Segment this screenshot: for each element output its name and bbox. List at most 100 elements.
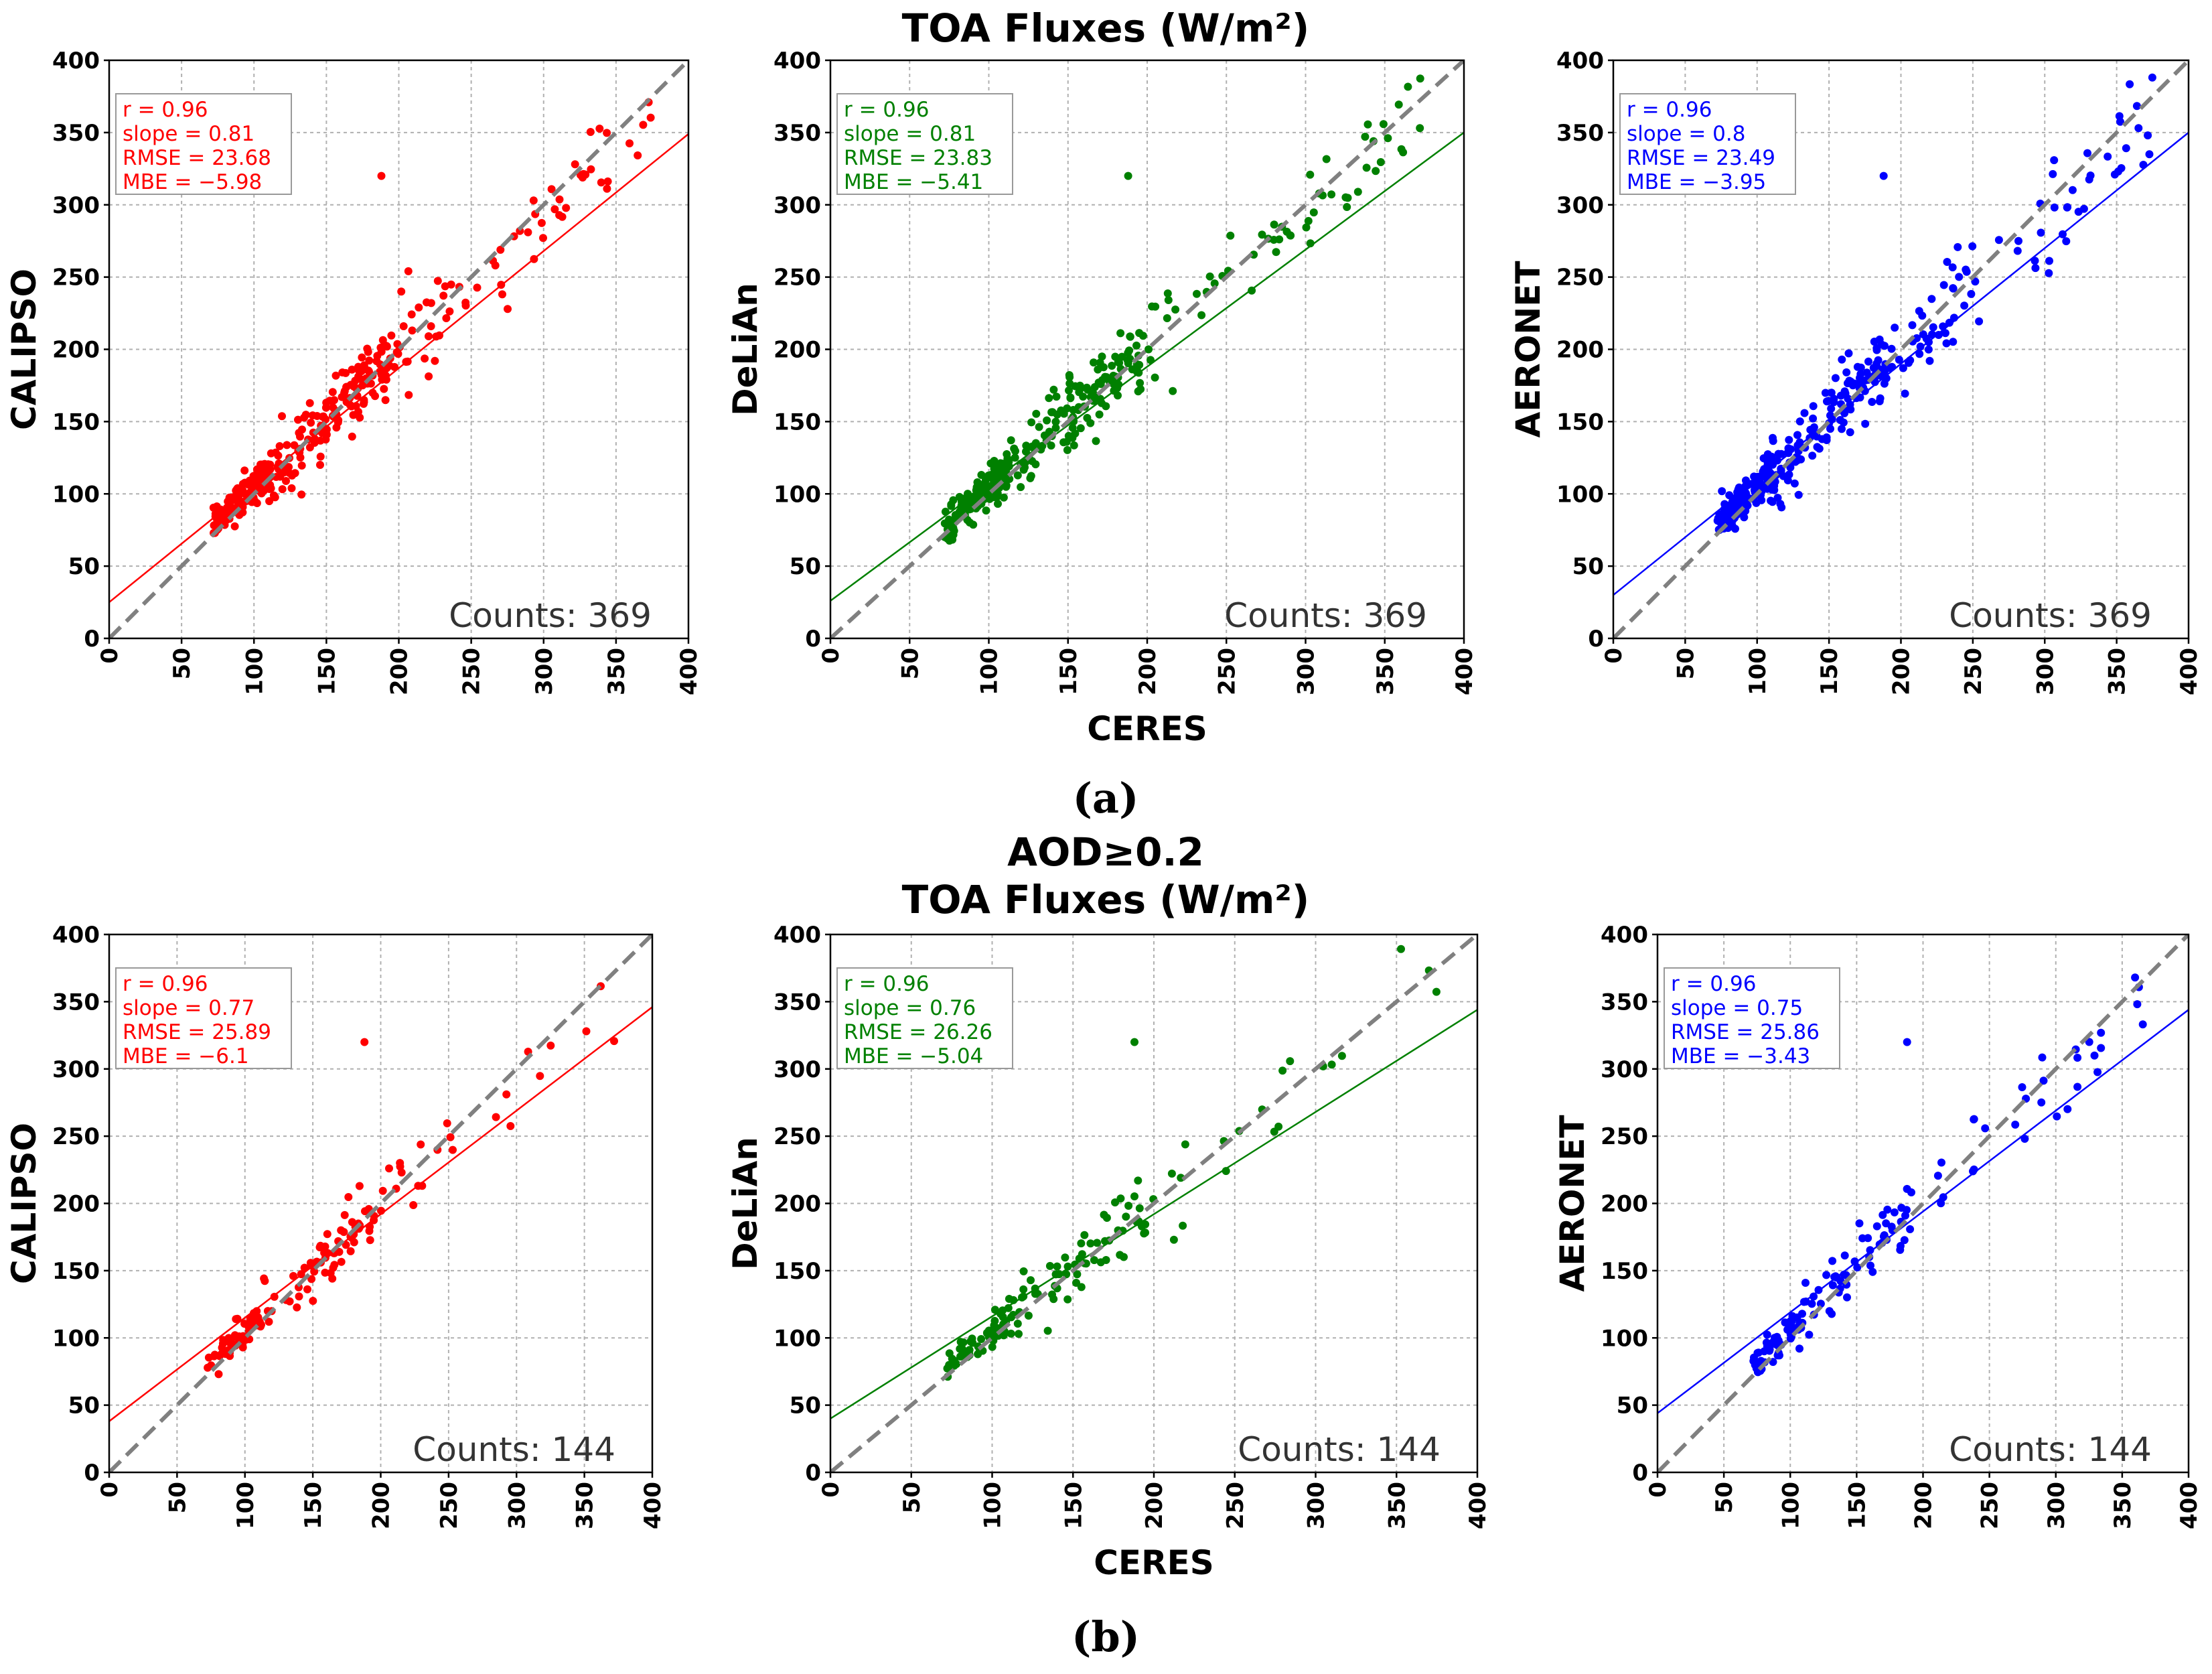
- data-point: [1210, 279, 1219, 288]
- scatter-panel-delian-b: 00 50 50 100 100 150 150 200 200 250 250 300 300 350 3…: [726, 922, 1491, 1582]
- data-point: [586, 128, 595, 136]
- data-point: [529, 196, 538, 205]
- data-point: [1101, 372, 1110, 381]
- data-point: [1073, 1270, 1082, 1279]
- data-point: [1805, 1330, 1814, 1339]
- data-point: [1361, 133, 1370, 141]
- data-point: [1994, 236, 2003, 245]
- data-point: [1868, 398, 1876, 406]
- data-point: [1981, 1124, 1990, 1133]
- stats-box: [836, 967, 1013, 1069]
- data-point: [1970, 1115, 1978, 1123]
- scatter-panel-aeronet-b: 00 50 50 100 100 150 150 200 200 250 250 300 300 350 3…: [1553, 922, 2203, 1529]
- data-point: [1181, 1140, 1189, 1149]
- y-tick-label: 100: [1601, 1325, 1648, 1352]
- data-point: [1064, 431, 1073, 440]
- x-tick-label: 150: [1816, 648, 1843, 695]
- data-point: [1164, 296, 1173, 304]
- data-point: [1051, 417, 1060, 426]
- data-point: [261, 1277, 269, 1285]
- data-point: [1866, 1246, 1874, 1255]
- y-tick-label: 400: [773, 922, 821, 949]
- data-point: [408, 326, 417, 335]
- counts-label: Counts: 144: [1949, 1430, 2152, 1469]
- stat-slope: slope = 0.8: [1627, 122, 1745, 146]
- data-point: [473, 283, 482, 292]
- data-point: [265, 497, 274, 506]
- y-tick-label: 250: [773, 1123, 821, 1150]
- data-point: [1003, 454, 1012, 463]
- data-point: [986, 471, 994, 480]
- data-point: [1725, 491, 1734, 500]
- data-point: [1059, 438, 1068, 447]
- data-point: [1096, 358, 1104, 367]
- data-point: [427, 322, 435, 330]
- data-point: [360, 1038, 369, 1046]
- y-tick-label: 350: [773, 120, 821, 147]
- one-to-one-line: [830, 934, 1477, 1472]
- data-point: [1116, 329, 1125, 338]
- data-point: [1801, 1279, 1810, 1287]
- y-tick-label: 50: [790, 1393, 821, 1419]
- data-point: [2132, 102, 2141, 111]
- x-axis-label: CERES: [1087, 709, 1207, 748]
- y-tick-label: 50: [68, 553, 100, 580]
- y-tick-label: 300: [773, 192, 821, 219]
- y-tick-label: 100: [1556, 481, 1604, 508]
- data-point: [1304, 216, 1313, 225]
- data-point: [360, 399, 368, 408]
- y-axis-label: CALIPSO: [5, 269, 44, 430]
- y-tick-label: 350: [52, 120, 100, 147]
- data-point: [1053, 1262, 1061, 1271]
- y-tick-label: 400: [52, 922, 100, 949]
- data-point: [217, 513, 226, 521]
- data-point: [377, 171, 386, 180]
- data-point: [1132, 341, 1140, 350]
- data-point: [433, 277, 442, 285]
- data-point: [1896, 1245, 1905, 1254]
- y-tick-label: 400: [1601, 922, 1648, 949]
- y-tick-label: 0: [1588, 626, 1604, 652]
- stat-r: r = 0.96: [844, 98, 929, 122]
- data-point: [1397, 945, 1405, 953]
- data-point: [226, 1338, 234, 1347]
- data-point: [990, 457, 999, 465]
- data-point: [2131, 973, 2140, 982]
- x-tick-label: 0: [1645, 1482, 1672, 1498]
- data-point: [555, 211, 564, 220]
- data-point: [1808, 451, 1817, 460]
- x-tick-label: 100: [232, 1482, 259, 1529]
- data-point: [283, 441, 291, 449]
- x-tick-label: 150: [1055, 648, 1082, 695]
- data-point: [1842, 368, 1851, 376]
- data-point: [968, 1338, 977, 1347]
- data-point: [348, 365, 356, 374]
- data-point: [1800, 409, 1809, 417]
- data-point: [1053, 410, 1061, 419]
- x-tick-label: 250: [1977, 1482, 2004, 1529]
- stat-rmse: RMSE = 23.83: [844, 146, 992, 170]
- data-point: [1017, 483, 1025, 492]
- x-tick-label: 250: [1213, 648, 1240, 695]
- data-point: [1136, 385, 1145, 393]
- data-point: [1975, 317, 1984, 326]
- data-point: [1740, 513, 1749, 522]
- data-point: [319, 412, 327, 421]
- data-point: [2126, 80, 2134, 88]
- data-point: [1809, 402, 1818, 411]
- data-point: [2085, 175, 2093, 184]
- y-tick-label: 250: [52, 1123, 100, 1150]
- data-point: [445, 307, 454, 316]
- data-point: [1038, 441, 1047, 450]
- data-point: [595, 125, 604, 133]
- data-point: [2144, 131, 2152, 140]
- y-tick-label: 350: [773, 989, 821, 1016]
- y-axis-label: AERONET: [1509, 261, 1548, 438]
- data-point: [1027, 418, 1036, 427]
- data-point: [1327, 190, 1336, 199]
- x-tick-label: 200: [1911, 1482, 1937, 1529]
- data-point: [634, 151, 642, 159]
- data-point: [1302, 223, 1311, 232]
- data-point: [581, 170, 590, 179]
